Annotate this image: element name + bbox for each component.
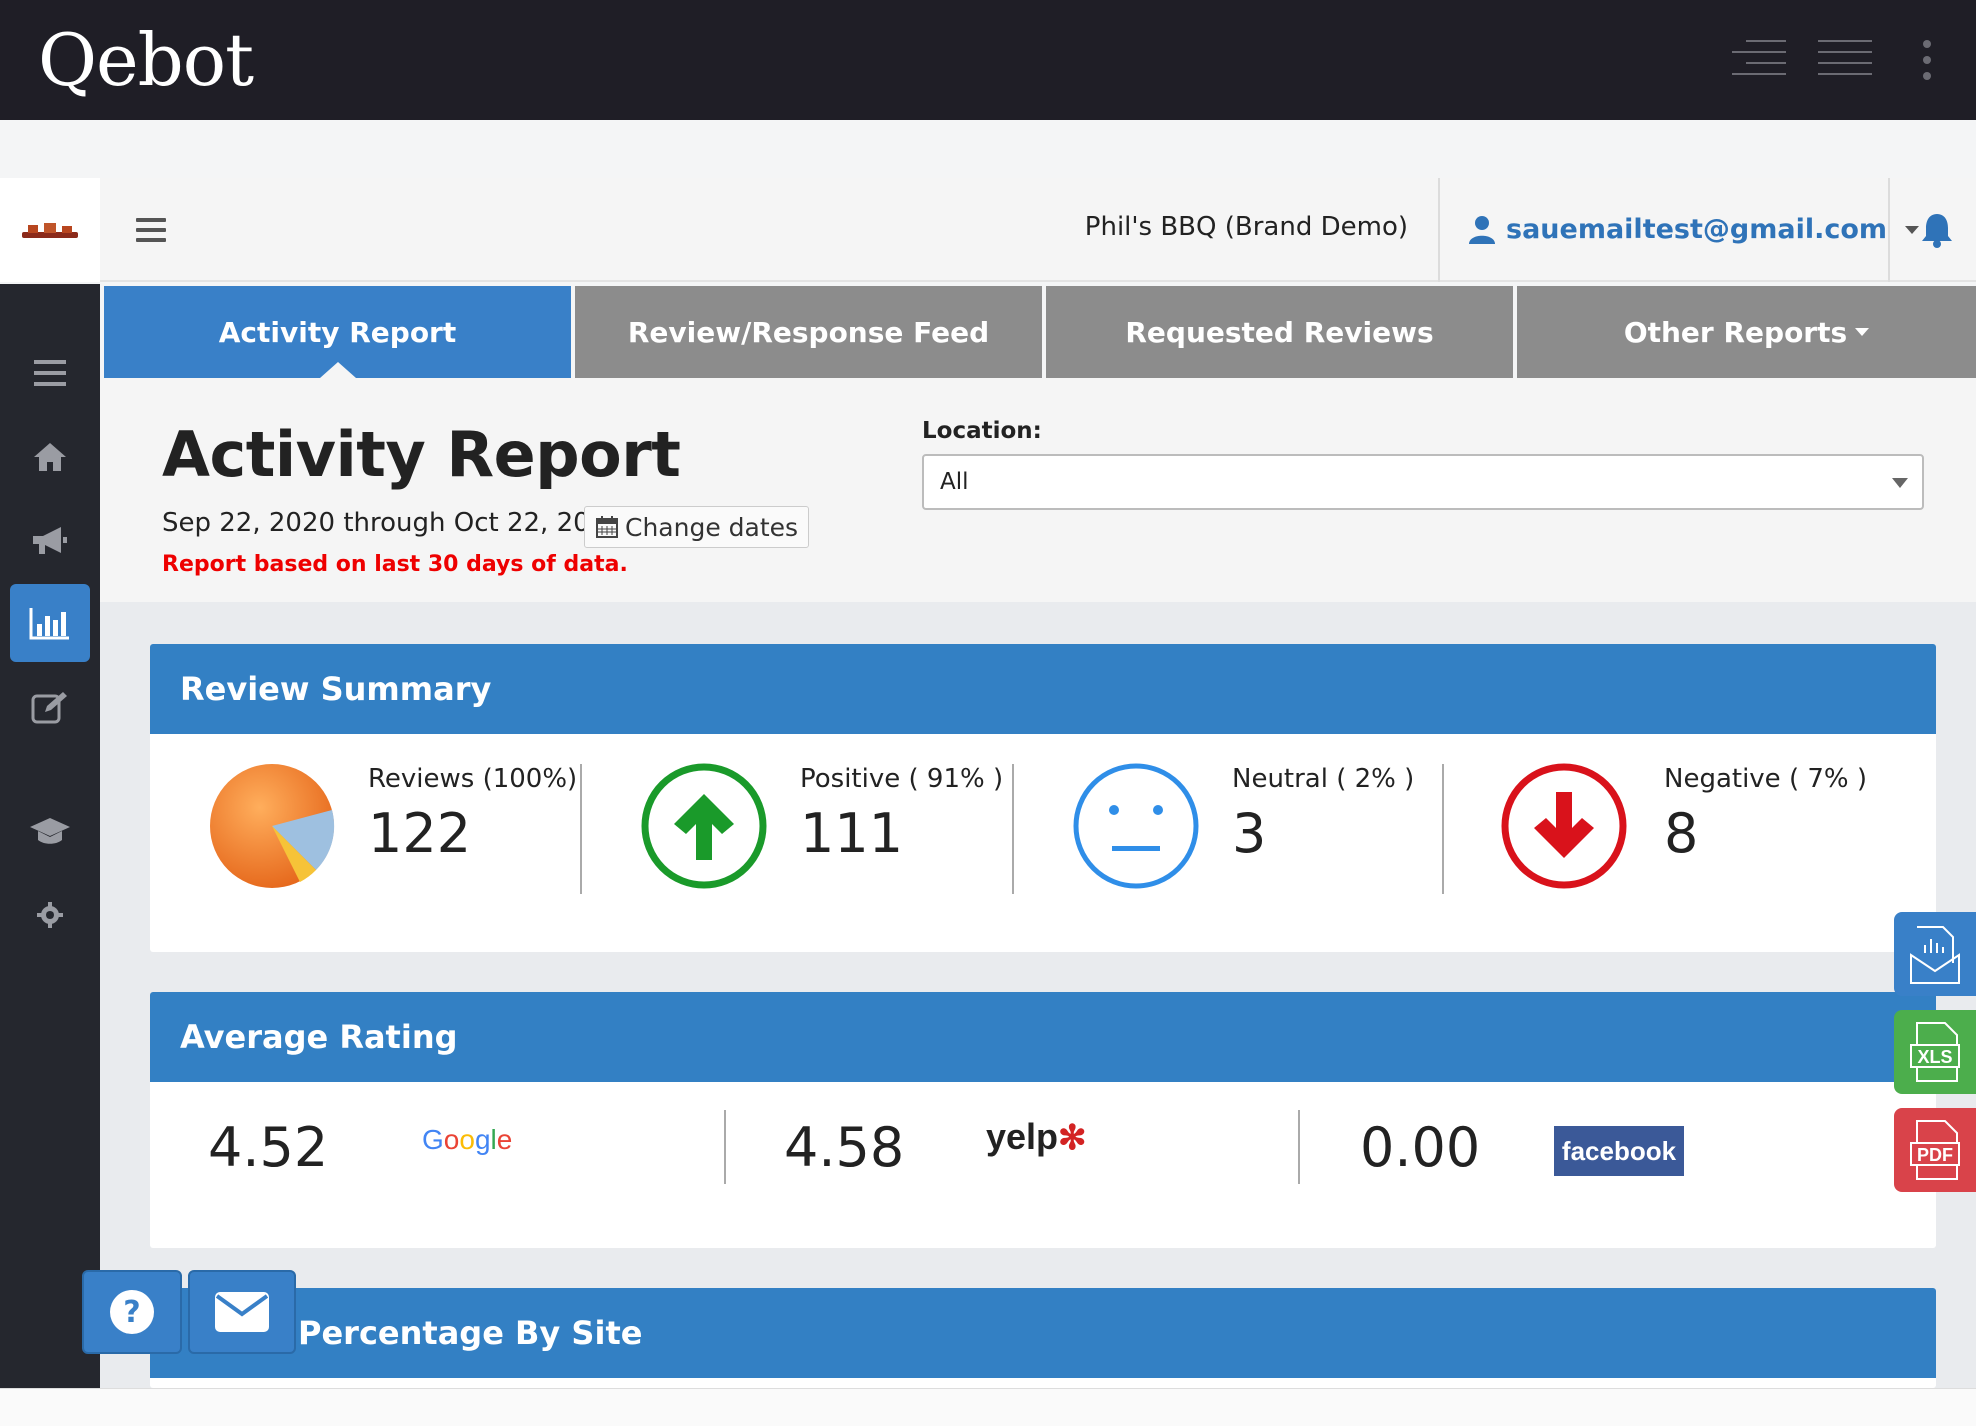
pie-chart-icon (210, 764, 335, 888)
app-logo[interactable]: Qebot (38, 18, 254, 102)
edit-icon[interactable] (10, 668, 90, 746)
business-logo[interactable] (0, 178, 100, 282)
divider (580, 764, 582, 894)
google-logo: Google (422, 1124, 513, 1155)
menu-toggle-icon[interactable] (136, 218, 166, 248)
facebook-logo: facebook (1554, 1126, 1684, 1176)
sidebar-menu-icon[interactable] (10, 334, 90, 412)
tab-review-response-feed[interactable]: Review/Response Feed (575, 286, 1042, 378)
percentage-by-site-panel: Percentage By Site (150, 1288, 1936, 1388)
location-select[interactable]: All (922, 454, 1924, 510)
user-email: sauemailtest@gmail.com (1506, 214, 1888, 245)
arrow-down-circle-icon (1501, 763, 1627, 889)
panel-title: Percentage By Site (150, 1288, 1936, 1378)
page-title: Activity Report (162, 418, 681, 491)
location-label: Location: (922, 418, 1042, 444)
sidebar (0, 284, 100, 1388)
negative-stat: Negative ( 7% ) 8 (1664, 764, 1868, 865)
yelp-rating: 4.58 (784, 1116, 905, 1179)
xls-label: XLS (1917, 1047, 1952, 1067)
sub-header: Phil's BBQ (Brand Demo) sauemailtest@gma… (0, 178, 1976, 282)
more-vertical-icon[interactable] (1920, 40, 1934, 80)
bell-icon[interactable] (1920, 212, 1954, 252)
app-bar: Qebot (0, 0, 1976, 120)
calendar-icon (596, 516, 618, 538)
divider (1438, 178, 1440, 282)
report-note: Report based on last 30 days of data. (162, 552, 628, 577)
chevron-down-icon (1892, 478, 1908, 488)
user-menu[interactable]: sauemailtest@gmail.com (1468, 214, 1920, 245)
gear-icon[interactable] (10, 876, 90, 954)
date-range: Sep 22, 2020 through Oct 22, 2020 (162, 508, 623, 538)
export-pdf-button[interactable]: PDF (1894, 1108, 1976, 1192)
contact-button[interactable] (188, 1270, 296, 1354)
list-view-icon[interactable] (1732, 40, 1786, 84)
xls-icon: XLS (1910, 1022, 1960, 1082)
pdf-icon: PDF (1910, 1120, 1960, 1180)
graduation-cap-icon[interactable] (10, 792, 90, 870)
panel-title: Review Summary (150, 644, 1936, 734)
report-tabs: Activity Report Review/Response Feed Req… (104, 286, 1976, 378)
divider (1888, 178, 1890, 282)
divider (724, 1110, 726, 1184)
tab-activity-report[interactable]: Activity Report (104, 286, 571, 378)
megaphone-icon[interactable] (10, 502, 90, 580)
bar-chart-icon[interactable] (10, 584, 90, 662)
yelp-logo: yelp✻ (986, 1116, 1087, 1157)
tab-requested-reviews[interactable]: Requested Reviews (1046, 286, 1513, 378)
help-button[interactable]: ? (82, 1270, 182, 1354)
email-report-button[interactable] (1894, 912, 1976, 996)
envelope-icon (215, 1292, 269, 1332)
bbq-logo-icon (22, 223, 78, 238)
chevron-down-icon (1905, 225, 1920, 234)
chevron-down-icon (1855, 328, 1870, 336)
reviews-total-stat: Reviews (100%) 122 (368, 764, 578, 865)
average-rating-panel: Average Rating 4.52 Google 4.58 yelp✻ 0.… (150, 992, 1936, 1248)
neutral-face-icon (1073, 763, 1199, 889)
svg-text:?: ? (123, 1295, 140, 1330)
panel-title: Average Rating (150, 992, 1936, 1082)
business-name[interactable]: Phil's BBQ (Brand Demo) (1084, 212, 1408, 242)
report-content: Review Summary Reviews (100%) 122 Positi… (100, 602, 1976, 1388)
neutral-stat: Neutral ( 2% ) 3 (1232, 764, 1415, 865)
email-report-icon (1910, 926, 1960, 984)
export-xls-button[interactable]: XLS (1894, 1010, 1976, 1094)
positive-stat: Positive ( 91% ) 111 (800, 764, 1004, 865)
report-header: Activity Report Sep 22, 2020 through Oct… (100, 378, 1976, 602)
change-dates-button[interactable]: Change dates (584, 506, 810, 548)
review-summary-panel: Review Summary Reviews (100%) 122 Positi… (150, 644, 1936, 952)
pdf-label: PDF (1917, 1145, 1953, 1165)
divider (1442, 764, 1444, 894)
grid-view-icon[interactable] (1818, 40, 1872, 84)
question-circle-icon: ? (110, 1290, 154, 1334)
google-rating: 4.52 (208, 1116, 329, 1179)
bottom-strip (0, 1388, 1976, 1426)
divider (1298, 1110, 1300, 1184)
tab-other-reports[interactable]: Other Reports (1517, 286, 1976, 378)
home-icon[interactable] (10, 418, 90, 496)
facebook-rating: 0.00 (1360, 1116, 1481, 1179)
user-icon (1469, 215, 1495, 244)
divider (1012, 764, 1014, 894)
arrow-up-circle-icon (641, 763, 767, 889)
